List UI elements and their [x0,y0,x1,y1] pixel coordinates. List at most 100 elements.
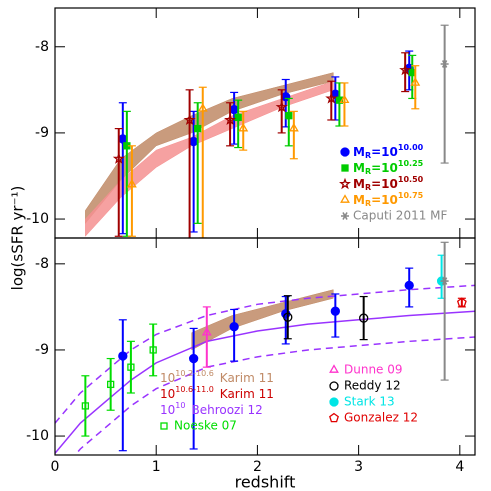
marker [288,122,299,132]
legend-part: 10 [160,403,175,417]
marker [112,152,125,164]
y-tick-label: -9 [35,342,49,358]
y-axis-label: log(sSFR yr⁻¹) [9,186,27,291]
legend-label: Gonzalez 12 [344,411,418,425]
marker [329,364,339,373]
plot-area [55,241,475,455]
marker [275,100,288,113]
marker [285,112,293,120]
legend-part: M [353,177,365,191]
legend-part: =10 [371,161,398,175]
marker [189,136,199,147]
marker [341,164,349,172]
marker [189,353,199,364]
legend-part: M [353,161,365,175]
marker [456,297,467,307]
legend-part: Karim 11 [220,371,274,385]
marker [229,104,239,115]
y-tick-label: -9 [35,125,49,141]
y-tick-label: -10 [26,428,49,444]
x-tick-label: 3 [354,459,363,475]
marker [340,194,350,203]
legend-label: Dunne 09 [344,363,403,377]
marker [329,412,339,423]
legend-part: 10.75 [398,191,424,200]
legend-part: R [365,167,371,176]
marker [194,124,202,133]
legend-label: MR=1010.00 [353,143,424,160]
legend-part: Karim 11 [220,387,274,401]
marker [160,422,168,430]
legend-part: 10 [160,387,175,401]
marker [410,77,421,86]
marker [126,178,137,188]
marker [81,402,90,410]
legend-part: =10 [371,145,398,159]
legend-part: =10 [371,193,398,207]
y-tick-label: -8 [35,39,49,55]
x-axis-label: redshift [235,473,296,491]
marker [329,397,339,407]
marker [440,60,449,68]
marker [341,212,349,220]
legend-part: R [365,151,371,160]
legend-part: 10.25 [398,159,424,168]
band [191,289,334,351]
legend-label: Reddy 12 [344,379,401,393]
legend-label: MR=1010.50 [353,175,424,192]
marker [118,134,128,144]
marker [359,313,369,323]
legend-part: M [353,193,365,207]
legend-label: MR=1010.75 [353,191,424,208]
line [74,336,475,455]
marker [127,363,135,371]
marker [238,122,249,132]
marker [118,351,128,361]
legend-part: R [365,199,371,208]
marker [340,147,350,157]
plot-area [85,24,449,238]
legend-label: MR=1010.25 [353,159,424,176]
marker [149,346,157,354]
legend-label: 1010.6-11.0 Karim 11 [160,385,274,401]
legend-label: Stark 13 [344,395,395,409]
legend-label: Noeske 07 [174,419,237,433]
marker [329,381,339,391]
legend-part: M [353,145,365,159]
marker [283,312,293,322]
marker [404,280,414,291]
marker [234,113,242,122]
marker [201,326,212,336]
x-tick-label: 1 [152,459,161,475]
legend-part: 10.2-10.6 [175,369,214,378]
marker [325,92,338,104]
legend-part: =10 [371,177,398,191]
legend-part: 10 [175,401,185,410]
legend-part: 10 [160,371,175,385]
marker [224,113,237,126]
x-tick-label: 2 [253,459,262,475]
marker [399,63,412,76]
legend-part: R [365,183,371,192]
marker [440,277,449,285]
legend-part: 10.6-11.0 [175,385,214,394]
legend-label: Caputi 2011 MF [353,209,448,223]
legend-part: 10.00 [398,143,424,152]
x-tick-label: 0 [51,459,60,475]
x-tick-label: 4 [455,459,464,475]
marker [339,177,351,190]
marker [229,322,239,332]
legend-label: 1010.2-10.6 Karim 11 [160,369,274,385]
y-tick-label: -10 [26,211,49,227]
marker [197,103,208,112]
frame [54,237,476,456]
marker [107,380,115,389]
line [55,284,475,424]
marker [339,94,350,104]
legend-label: 1010 Behroozi 12 [160,401,263,417]
y-tick-label: -8 [35,256,49,272]
marker [330,306,340,316]
marker [183,113,196,126]
